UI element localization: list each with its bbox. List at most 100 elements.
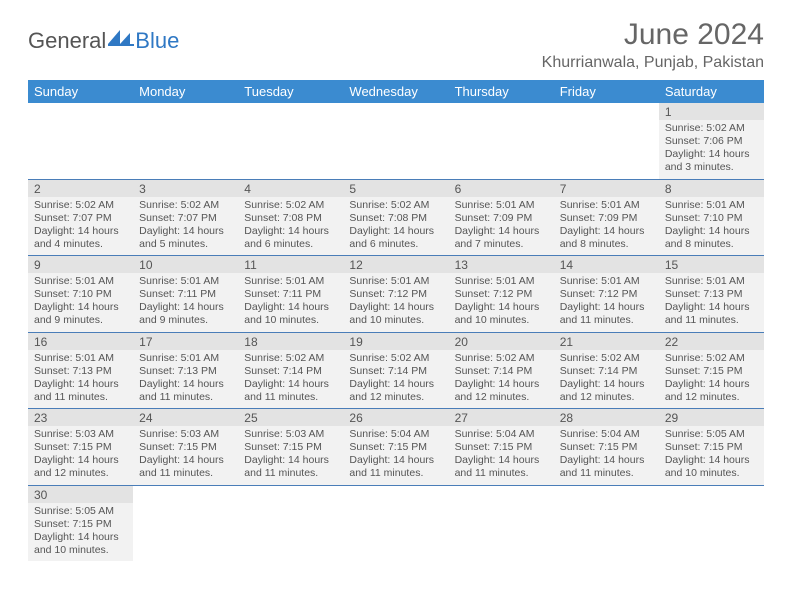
sunrise-text: Sunrise: 5:01 AM [560,199,653,212]
calendar-week: 16Sunrise: 5:01 AMSunset: 7:13 PMDayligh… [28,332,764,409]
sunrise-text: Sunrise: 5:02 AM [349,199,442,212]
day-details: Sunrise: 5:01 AMSunset: 7:11 PMDaylight:… [238,273,343,332]
sunrise-text: Sunrise: 5:01 AM [244,275,337,288]
day-details: Sunrise: 5:02 AMSunset: 7:14 PMDaylight:… [343,350,448,409]
sunset-text: Sunset: 7:11 PM [244,288,337,301]
day-number: 28 [554,409,659,426]
day-details: Sunrise: 5:01 AMSunset: 7:12 PMDaylight:… [449,273,554,332]
daylight-text: Daylight: 14 hours and 9 minutes. [34,301,127,327]
calendar-day: 29Sunrise: 5:05 AMSunset: 7:15 PMDayligh… [659,409,764,486]
day-details: Sunrise: 5:04 AMSunset: 7:15 PMDaylight:… [343,426,448,485]
page-header: General Blue June 2024 Khurrianwala, Pun… [28,18,764,72]
calendar-day: 2Sunrise: 5:02 AMSunset: 7:07 PMDaylight… [28,179,133,256]
sunset-text: Sunset: 7:13 PM [139,365,232,378]
day-details: Sunrise: 5:02 AMSunset: 7:06 PMDaylight:… [659,120,764,179]
sunrise-text: Sunrise: 5:02 AM [244,352,337,365]
calendar-empty [659,485,764,561]
day-number: 10 [133,256,238,273]
sunrise-text: Sunrise: 5:01 AM [455,199,548,212]
day-header: Sunday [28,80,133,103]
calendar-header-row: SundayMondayTuesdayWednesdayThursdayFrid… [28,80,764,103]
day-number: 16 [28,333,133,350]
sunrise-text: Sunrise: 5:04 AM [560,428,653,441]
calendar-empty [343,485,448,561]
sunrise-text: Sunrise: 5:01 AM [665,199,758,212]
calendar-empty [28,103,133,179]
sunset-text: Sunset: 7:11 PM [139,288,232,301]
calendar-week: 23Sunrise: 5:03 AMSunset: 7:15 PMDayligh… [28,409,764,486]
day-number: 2 [28,180,133,197]
calendar-day: 8Sunrise: 5:01 AMSunset: 7:10 PMDaylight… [659,179,764,256]
day-number: 13 [449,256,554,273]
day-details: Sunrise: 5:02 AMSunset: 7:15 PMDaylight:… [659,350,764,409]
daylight-text: Daylight: 14 hours and 11 minutes. [560,454,653,480]
daylight-text: Daylight: 14 hours and 11 minutes. [34,378,127,404]
calendar-week: 1Sunrise: 5:02 AMSunset: 7:06 PMDaylight… [28,103,764,179]
day-details: Sunrise: 5:01 AMSunset: 7:09 PMDaylight:… [449,197,554,256]
calendar-empty [343,103,448,179]
daylight-text: Daylight: 14 hours and 11 minutes. [349,454,442,480]
calendar-day: 13Sunrise: 5:01 AMSunset: 7:12 PMDayligh… [449,256,554,333]
day-details: Sunrise: 5:01 AMSunset: 7:10 PMDaylight:… [28,273,133,332]
day-number: 29 [659,409,764,426]
sunrise-text: Sunrise: 5:02 AM [665,122,758,135]
calendar-day: 28Sunrise: 5:04 AMSunset: 7:15 PMDayligh… [554,409,659,486]
sunrise-text: Sunrise: 5:05 AM [665,428,758,441]
day-details: Sunrise: 5:01 AMSunset: 7:10 PMDaylight:… [659,197,764,256]
sunrise-text: Sunrise: 5:01 AM [34,275,127,288]
calendar-empty [238,103,343,179]
day-header: Wednesday [343,80,448,103]
day-number: 1 [659,103,764,120]
day-details: Sunrise: 5:04 AMSunset: 7:15 PMDaylight:… [554,426,659,485]
calendar-day: 23Sunrise: 5:03 AMSunset: 7:15 PMDayligh… [28,409,133,486]
daylight-text: Daylight: 14 hours and 10 minutes. [34,531,127,557]
calendar-day: 1Sunrise: 5:02 AMSunset: 7:06 PMDaylight… [659,103,764,179]
sunset-text: Sunset: 7:14 PM [560,365,653,378]
daylight-text: Daylight: 14 hours and 3 minutes. [665,148,758,174]
daylight-text: Daylight: 14 hours and 11 minutes. [244,378,337,404]
daylight-text: Daylight: 14 hours and 12 minutes. [34,454,127,480]
brand-logo: General Blue [28,28,179,54]
sunrise-text: Sunrise: 5:05 AM [34,505,127,518]
calendar-day: 21Sunrise: 5:02 AMSunset: 7:14 PMDayligh… [554,332,659,409]
calendar-day: 26Sunrise: 5:04 AMSunset: 7:15 PMDayligh… [343,409,448,486]
sunrise-text: Sunrise: 5:01 AM [139,352,232,365]
day-number: 30 [28,486,133,503]
sunrise-text: Sunrise: 5:01 AM [34,352,127,365]
day-details: Sunrise: 5:05 AMSunset: 7:15 PMDaylight:… [28,503,133,562]
day-number: 26 [343,409,448,426]
calendar-day: 17Sunrise: 5:01 AMSunset: 7:13 PMDayligh… [133,332,238,409]
sunrise-text: Sunrise: 5:02 AM [455,352,548,365]
calendar-day: 11Sunrise: 5:01 AMSunset: 7:11 PMDayligh… [238,256,343,333]
calendar-day: 5Sunrise: 5:02 AMSunset: 7:08 PMDaylight… [343,179,448,256]
day-number: 3 [133,180,238,197]
day-number: 7 [554,180,659,197]
brand-text-2: Blue [135,28,179,54]
sunrise-text: Sunrise: 5:03 AM [34,428,127,441]
daylight-text: Daylight: 14 hours and 6 minutes. [349,225,442,251]
calendar-day: 27Sunrise: 5:04 AMSunset: 7:15 PMDayligh… [449,409,554,486]
day-details: Sunrise: 5:02 AMSunset: 7:08 PMDaylight:… [238,197,343,256]
sunset-text: Sunset: 7:13 PM [665,288,758,301]
daylight-text: Daylight: 14 hours and 8 minutes. [560,225,653,251]
day-header: Saturday [659,80,764,103]
calendar-day: 18Sunrise: 5:02 AMSunset: 7:14 PMDayligh… [238,332,343,409]
sunset-text: Sunset: 7:15 PM [560,441,653,454]
sunset-text: Sunset: 7:15 PM [34,441,127,454]
sunset-text: Sunset: 7:10 PM [665,212,758,225]
day-details: Sunrise: 5:02 AMSunset: 7:07 PMDaylight:… [133,197,238,256]
calendar-week: 30Sunrise: 5:05 AMSunset: 7:15 PMDayligh… [28,485,764,561]
calendar-day: 9Sunrise: 5:01 AMSunset: 7:10 PMDaylight… [28,256,133,333]
calendar-day: 30Sunrise: 5:05 AMSunset: 7:15 PMDayligh… [28,485,133,561]
flag-icon [108,28,134,54]
daylight-text: Daylight: 14 hours and 4 minutes. [34,225,127,251]
daylight-text: Daylight: 14 hours and 12 minutes. [560,378,653,404]
calendar-day: 22Sunrise: 5:02 AMSunset: 7:15 PMDayligh… [659,332,764,409]
sunset-text: Sunset: 7:08 PM [349,212,442,225]
title-block: June 2024 Khurrianwala, Punjab, Pakistan [542,18,764,72]
day-header: Thursday [449,80,554,103]
sunrise-text: Sunrise: 5:02 AM [349,352,442,365]
daylight-text: Daylight: 14 hours and 10 minutes. [349,301,442,327]
sunset-text: Sunset: 7:12 PM [560,288,653,301]
sunset-text: Sunset: 7:13 PM [34,365,127,378]
